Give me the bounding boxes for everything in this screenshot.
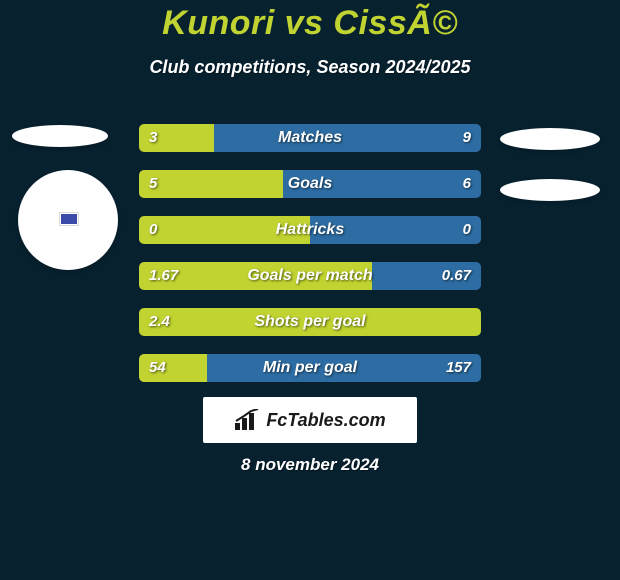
stat-label: Min per goal xyxy=(139,354,481,382)
comparison-card: Kunori vs CissÃ© Club competitions, Seas… xyxy=(0,0,620,580)
site-logo: FcTables.com xyxy=(203,397,417,443)
player-left-avatar xyxy=(18,170,118,270)
logo-text: FcTables.com xyxy=(266,410,385,431)
page-subtitle: Club competitions, Season 2024/2025 xyxy=(0,57,620,78)
player-right-oval-1 xyxy=(500,128,600,150)
page-title: Kunori vs CissÃ© xyxy=(0,4,620,43)
stat-label: Goals per match xyxy=(139,262,481,290)
stat-bar: 00Hattricks xyxy=(139,216,481,244)
stat-bar: 56Goals xyxy=(139,170,481,198)
player-left-oval xyxy=(12,125,108,147)
footer-date: 8 november 2024 xyxy=(0,455,620,475)
stat-bar: 39Matches xyxy=(139,124,481,152)
stat-label: Matches xyxy=(139,124,481,152)
flag-icon xyxy=(60,213,78,225)
player-right-oval-2 xyxy=(500,179,600,201)
stat-bar: 2.4Shots per goal xyxy=(139,308,481,336)
stat-bar: 1.670.67Goals per match xyxy=(139,262,481,290)
stat-bars: 39Matches 56Goals 00Hattricks 1.670.67Goals… xyxy=(139,124,481,400)
stat-bar: 54157Min per goal xyxy=(139,354,481,382)
stat-label: Hattricks xyxy=(139,216,481,244)
stat-label: Shots per goal xyxy=(139,308,481,336)
stat-label: Goals xyxy=(139,170,481,198)
bars-icon xyxy=(234,409,260,431)
